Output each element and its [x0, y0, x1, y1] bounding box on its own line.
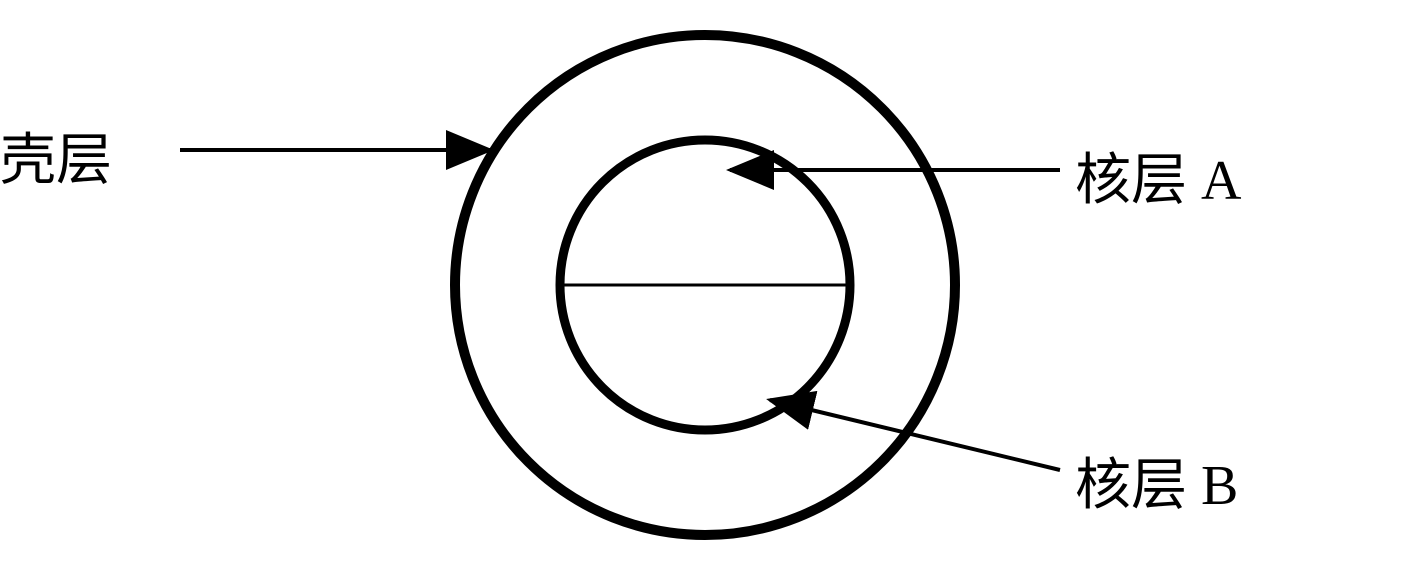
diagram-container: 壳层 核层 A 核层 B: [0, 0, 1424, 571]
shell-label: 壳层: [0, 115, 112, 196]
core-b-label-text: 核层 B: [1075, 455, 1238, 517]
shell-label-text: 壳层: [0, 130, 112, 192]
core-a-label-text: 核层 A: [1075, 150, 1241, 212]
core-b-label: 核层 B: [1075, 440, 1238, 521]
core-b-arrow: [770, 400, 1060, 470]
core-a-label: 核层 A: [1075, 135, 1241, 216]
